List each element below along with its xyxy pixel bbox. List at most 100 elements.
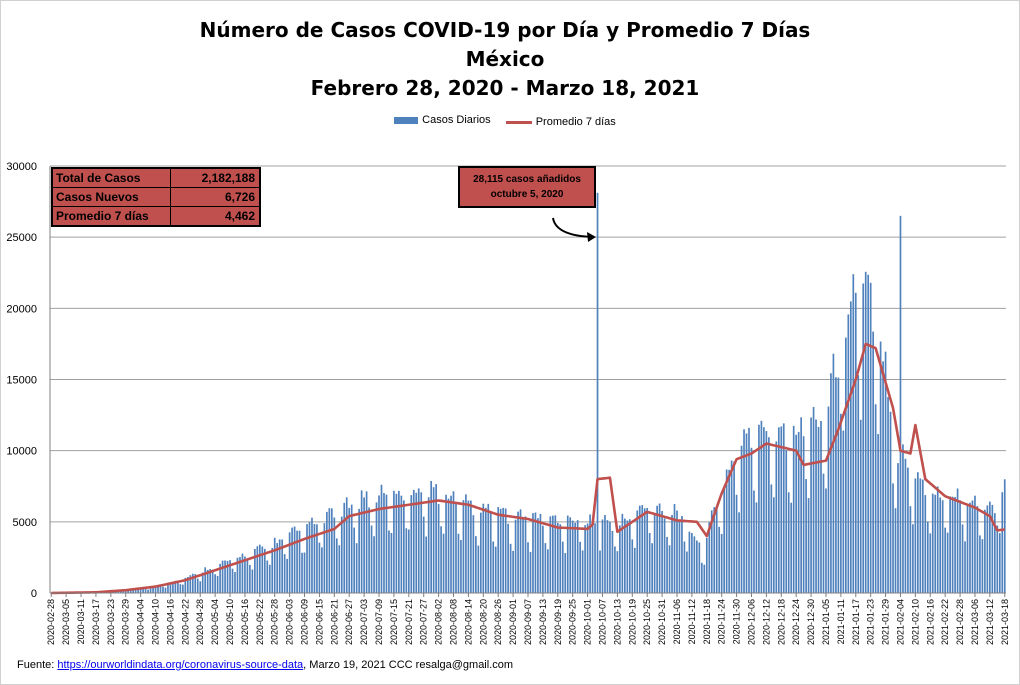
legend-label-bars: Casos Diarios — [422, 114, 491, 126]
x-tick-label: 2021-01-05 — [821, 599, 831, 645]
bar-2020-12-13 — [768, 437, 770, 593]
bar-2020-04-07 — [147, 589, 149, 593]
bar-2020-12-05 — [748, 427, 750, 593]
bar-2021-01-01 — [815, 419, 817, 593]
bar-2020-04-30 — [204, 567, 207, 593]
x-tick-label: 2020-08-26 — [493, 599, 503, 645]
bar-2020-12-28 — [805, 479, 807, 593]
bar-2021-02-25 — [951, 496, 954, 593]
bar-2020-05-25 — [266, 560, 269, 593]
bar-2021-01-13 — [844, 337, 847, 593]
bar-2020-06-21 — [333, 517, 336, 593]
bar-2020-09-21 — [561, 541, 564, 593]
x-tick-label: 2020-03-17 — [91, 599, 101, 645]
bar-2020-12-31 — [812, 407, 815, 593]
bar-2021-01-15 — [849, 301, 852, 593]
bar-2020-06-29 — [353, 527, 356, 593]
x-tick-label: 2020-11-18 — [702, 599, 712, 644]
x-axis-ticks: 2020-02-28 2020-03-05 2020-03-11 2020-03-17… — [46, 593, 1010, 645]
bar-2020-08-18 — [477, 545, 480, 593]
bar-2020-12-02 — [740, 445, 743, 593]
bar-2020-05-15 — [241, 553, 244, 593]
bar-2020-05-13 — [236, 557, 239, 593]
bar-2020-07-21 — [407, 529, 410, 593]
bar-2020-04-23 — [186, 577, 189, 593]
bar-2020-10-15 — [621, 513, 624, 593]
bar-2020-10-28 — [653, 514, 656, 593]
bar-2021-01-24 — [872, 331, 874, 593]
bar-2021-03-03 — [966, 504, 969, 593]
bar-2021-03-12 — [989, 501, 991, 593]
bar-2020-08-29 — [504, 508, 507, 593]
bar-2021-03-05 — [971, 500, 974, 593]
bar-2020-06-08 — [301, 552, 303, 593]
bar-2020-10-11 — [611, 530, 614, 593]
bar-2020-07-11 — [383, 493, 385, 593]
y-axis-ticks: 0 5000 10000 15000 20000 25000 30000 — [6, 161, 37, 600]
bar-2021-03-14 — [993, 513, 996, 593]
bar-2020-11-24 — [720, 533, 723, 593]
bar-2020-10-21 — [636, 510, 639, 593]
bar-2021-03-10 — [984, 509, 986, 593]
bar-2020-07-18 — [400, 495, 403, 593]
bar-2020-06-04 — [291, 527, 293, 593]
bar-2020-11-16 — [700, 562, 703, 593]
bar-2020-09-15 — [547, 549, 549, 593]
bar-2020-07-19 — [403, 500, 405, 593]
bar-2021-02-13 — [921, 479, 924, 593]
bar-2020-10-09 — [606, 520, 609, 593]
bar-2021-03-16 — [998, 533, 1001, 593]
bar-2021-01-23 — [869, 282, 872, 593]
bar-2020-08-07 — [450, 495, 452, 593]
bar-2021-01-14 — [847, 314, 850, 593]
bar-2020-09-05 — [522, 516, 524, 593]
bar-2020-05-10 — [229, 560, 231, 593]
y-tick-label: 20000 — [6, 303, 37, 315]
stats-row-total: Total de Casos 2,182,188 — [53, 169, 259, 188]
bar-2020-06-03 — [288, 532, 291, 593]
bar-2021-02-11 — [917, 472, 919, 593]
bar-2020-09-19 — [556, 522, 559, 593]
bar-2021-01-20 — [862, 283, 865, 593]
bar-2020-07-15 — [393, 490, 395, 593]
x-tick-label: 2020-09-01 — [508, 599, 518, 645]
x-tick-label: 2021-01-11 — [836, 599, 846, 644]
y-tick-label: 25000 — [6, 232, 37, 244]
bar-2020-10-31 — [661, 511, 663, 593]
bar-2020-05-06 — [219, 563, 221, 593]
bar-2020-05-20 — [254, 548, 256, 593]
x-tick-label: 2020-06-21 — [329, 599, 339, 645]
bar-2020-09-03 — [517, 511, 519, 593]
bar-2021-01-06 — [827, 406, 830, 593]
bar-2020-07-12 — [385, 494, 388, 593]
bar-2020-08-02 — [437, 504, 440, 593]
bar-2020-05-28 — [273, 537, 276, 593]
bar-2020-12-16 — [775, 441, 778, 593]
bar-2021-02-28 — [959, 500, 961, 593]
bar-2020-07-14 — [390, 532, 393, 593]
x-tick-label: 2021-03-12 — [985, 599, 995, 645]
bar-2021-01-09 — [835, 377, 837, 593]
bar-2020-06-15 — [318, 542, 321, 593]
bar-2021-01-26 — [877, 434, 879, 593]
x-tick-label: 2020-08-14 — [463, 599, 473, 645]
legend-item-line: Promedio 7 días — [505, 116, 616, 128]
x-tick-label: 2021-02-22 — [940, 599, 950, 645]
x-tick-label: 2020-06-03 — [285, 599, 295, 645]
bar-2020-06-23 — [338, 545, 341, 593]
bar-2020-07-01 — [358, 508, 360, 593]
bar-2020-06-13 — [313, 524, 316, 593]
bar-2021-01-16 — [852, 274, 855, 593]
bar-2020-08-15 — [470, 500, 472, 593]
bar-2020-09-10 — [534, 512, 537, 593]
bar-2020-10-24 — [643, 508, 646, 593]
x-tick-label: 2020-04-10 — [151, 599, 161, 645]
bar-2021-03-04 — [969, 502, 971, 593]
bar-2021-01-22 — [867, 274, 870, 593]
bar-2020-07-17 — [398, 490, 400, 593]
bar-2020-09-13 — [542, 525, 544, 593]
bar-2021-02-17 — [931, 493, 934, 593]
stats-label: Promedio 7 días — [53, 207, 171, 225]
legend-label-line: Promedio 7 días — [535, 116, 616, 128]
footer-source-link[interactable]: https://ourworldindata.org/coronavirus-s… — [57, 659, 304, 671]
